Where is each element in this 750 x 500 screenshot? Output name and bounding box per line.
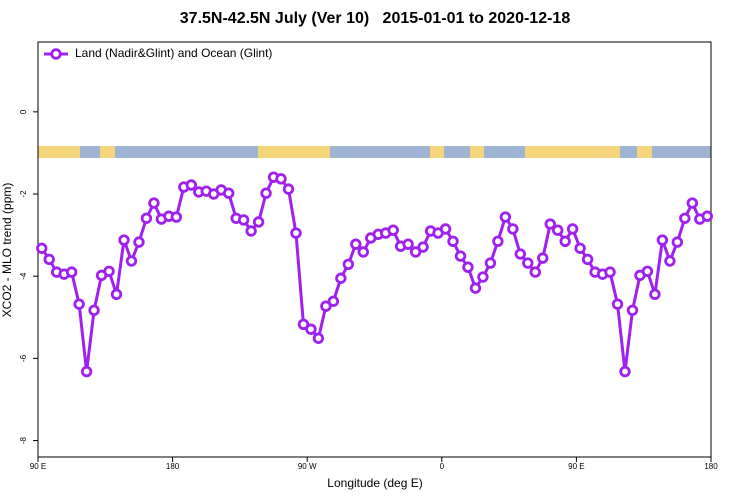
data-point xyxy=(522,257,534,269)
data-point xyxy=(170,211,183,223)
data-point xyxy=(297,318,310,330)
data-point xyxy=(664,255,676,267)
land-strip xyxy=(258,146,330,158)
data-point xyxy=(499,211,512,223)
data-point xyxy=(402,238,414,250)
data-point xyxy=(454,250,467,262)
data-point xyxy=(80,365,93,378)
data-point xyxy=(110,288,123,300)
data-point xyxy=(619,365,631,378)
data-point xyxy=(701,210,713,222)
chart-title: 37.5N-42.5N July (Ver 10) 2015-01-01 to … xyxy=(180,10,571,27)
data-point xyxy=(656,234,669,246)
data-point xyxy=(387,224,399,236)
y-axis-label: XCO2 - MLO trend (ppm) xyxy=(0,183,14,318)
y-tick-label: -6 xyxy=(19,354,28,362)
data-point xyxy=(552,224,564,236)
data-point xyxy=(507,223,519,235)
data-point xyxy=(641,265,654,277)
y-tick-label: -8 xyxy=(19,436,28,444)
data-point xyxy=(43,253,55,266)
data-point xyxy=(604,266,616,278)
data-point xyxy=(529,266,541,278)
data-point xyxy=(626,304,639,317)
data-point xyxy=(125,255,138,267)
data-point xyxy=(679,212,691,224)
data-point xyxy=(103,265,115,277)
data-point xyxy=(305,323,317,335)
data-point xyxy=(514,248,527,260)
x-tick-label: 0 xyxy=(440,462,445,471)
data-point xyxy=(477,271,489,283)
data-point xyxy=(409,246,422,258)
y-tick-label: 0 xyxy=(19,109,28,114)
x-tick-label: 90 W xyxy=(298,462,317,471)
data-point xyxy=(140,212,153,224)
data-point xyxy=(544,218,556,230)
x-axis-label: Longitude (deg E) xyxy=(327,476,422,490)
data-point xyxy=(118,234,130,246)
land-strip xyxy=(38,146,80,158)
data-point xyxy=(245,225,257,237)
data-point xyxy=(649,288,661,300)
data-point xyxy=(185,179,197,191)
x-tick-label: 90 E xyxy=(30,462,46,471)
data-point xyxy=(290,227,302,239)
data-point xyxy=(671,236,684,248)
y-tick-label: -4 xyxy=(19,272,28,280)
data-point xyxy=(148,197,160,209)
x-tick-label: 90 E xyxy=(568,462,584,471)
data-point xyxy=(537,252,549,264)
data-point xyxy=(320,300,332,312)
land-strip xyxy=(100,146,115,158)
data-point xyxy=(447,235,459,247)
land-strip xyxy=(637,146,652,158)
data-point xyxy=(260,187,272,199)
data-point xyxy=(327,295,340,307)
data-point xyxy=(133,236,145,248)
data-point xyxy=(335,272,347,284)
data-point xyxy=(88,304,100,317)
data-point xyxy=(417,241,429,253)
y-tick-label: -2 xyxy=(19,190,28,198)
data-point xyxy=(312,332,325,344)
data-point xyxy=(36,242,48,254)
land-strip xyxy=(430,146,444,158)
data-point xyxy=(357,246,369,258)
data-point xyxy=(492,235,504,247)
data-point xyxy=(439,223,452,235)
data-point xyxy=(559,235,571,247)
data-point xyxy=(65,266,78,278)
data-point xyxy=(275,173,287,185)
data-point xyxy=(237,214,250,226)
land-strip xyxy=(525,146,620,158)
data-point xyxy=(566,223,579,235)
data-point xyxy=(350,238,362,250)
legend-label: Land (Nadir&Glint) and Ocean (Glint) xyxy=(75,46,272,60)
data-point xyxy=(222,187,235,199)
data-point xyxy=(252,216,265,228)
data-point xyxy=(462,261,474,273)
data-point xyxy=(611,298,624,310)
x-tick-label: 180 xyxy=(704,462,718,471)
data-point xyxy=(469,282,482,294)
data-point xyxy=(686,197,699,209)
data-point xyxy=(581,253,594,266)
land-ocean-strip xyxy=(38,146,711,158)
x-tick-label: 180 xyxy=(166,462,180,471)
land-strip xyxy=(470,146,484,158)
data-point xyxy=(342,258,355,270)
data-point xyxy=(73,298,85,310)
data-point xyxy=(484,257,497,269)
legend-marker xyxy=(50,48,62,60)
data-point xyxy=(574,242,586,254)
data-point xyxy=(282,183,295,195)
